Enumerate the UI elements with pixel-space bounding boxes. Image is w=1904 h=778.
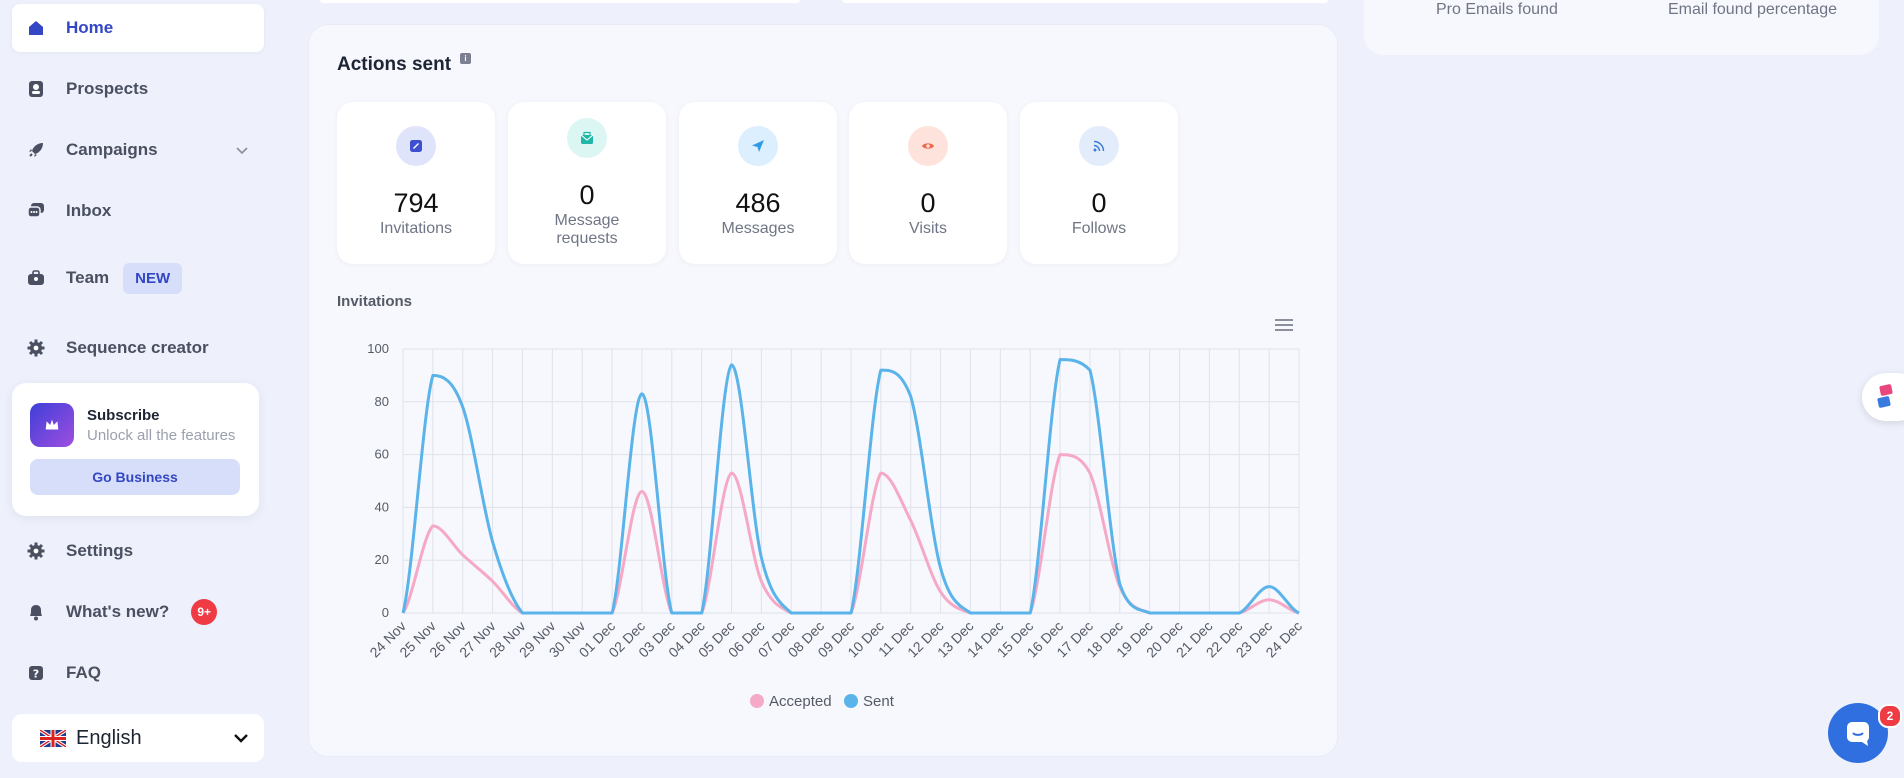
go-business-button[interactable]: Go Business (30, 459, 240, 495)
prospects-icon (26, 79, 46, 99)
question-icon: ? (26, 663, 46, 683)
y-tick-label: 20 (375, 552, 389, 567)
sidebar-item-label: Prospects (66, 79, 149, 98)
legend-marker-sent (844, 694, 858, 708)
stat-card-messages: 486 Messages (679, 102, 837, 264)
sidebar-item-label: Team (66, 268, 110, 287)
y-tick-label: 0 (382, 605, 389, 620)
team-icon (26, 268, 46, 288)
stat-label: Message requests (554, 212, 620, 247)
stat-label: Visits (909, 220, 947, 237)
chart-menu-icon[interactable] (1275, 319, 1293, 333)
send-icon (738, 126, 778, 166)
notification-badge: 9+ (191, 599, 218, 625)
top-card-edge (842, 0, 1328, 3)
sidebar-item-label: Sequence creator (66, 338, 209, 357)
new-badge: NEW (123, 262, 183, 294)
stat-value: 0 (920, 188, 936, 218)
gear-icon (26, 338, 46, 358)
stat-card-follows: 0 Follows (1020, 102, 1178, 264)
subscribe-card: Subscribe Unlock all the features Go Bus… (12, 383, 259, 516)
y-tick-label: 60 (375, 447, 389, 462)
chat-icon (1847, 722, 1869, 746)
home-icon (26, 18, 46, 38)
stat-label: Messages (721, 220, 795, 237)
uk-flag-icon (40, 729, 66, 747)
stat-label: Invitations (379, 220, 453, 237)
legend-label: Accepted (769, 693, 832, 710)
sidebar-item-team[interactable]: Team NEW (12, 254, 264, 302)
info-icon[interactable]: i (460, 53, 471, 64)
stat-card-message-requests: 0 Message requests (508, 102, 666, 264)
stat-value: 486 (735, 188, 781, 218)
sidebar-item-faq[interactable]: ? FAQ (12, 649, 264, 697)
top-card-edge (320, 0, 800, 3)
sidebar-item-label: Home (66, 18, 114, 37)
sidebar-item-settings[interactable]: Settings (12, 527, 264, 575)
extension-logo-icon (1877, 384, 1893, 408)
sidebar-item-label: What's new? (66, 602, 170, 621)
y-tick-label: 40 (375, 499, 389, 514)
envelope-icon (567, 118, 607, 158)
pro-emails-label: Pro Emails found (1436, 1, 1558, 18)
chat-badge: 2 (1878, 704, 1902, 728)
chart-title: Invitations (337, 293, 413, 310)
crown-icon (30, 403, 74, 447)
svg-text:?: ? (33, 668, 39, 681)
legend-label: Sent (863, 693, 895, 710)
y-tick-label: 100 (367, 341, 389, 356)
stat-value: 0 (579, 180, 595, 210)
sidebar-item-campaigns[interactable]: Campaigns (12, 126, 264, 174)
legend-marker-accepted (750, 694, 764, 708)
card-title: Actions sent (337, 54, 452, 75)
subscribe-description: Unlock all the features (87, 427, 236, 444)
sidebar-item-sequence-creator[interactable]: Sequence creator (12, 324, 264, 372)
sidebar: Home Prospects Campaigns Inbox Team NEW … (0, 0, 280, 778)
language-select[interactable]: English (12, 714, 264, 762)
rss-icon (1079, 126, 1119, 166)
chevron-down-icon (234, 734, 248, 743)
email-percentage-label: Email found percentage (1668, 1, 1837, 18)
chevron-down-icon[interactable] (234, 142, 250, 158)
email-stats-card: Pro Emails found Email found percentage (1364, 0, 1879, 55)
sidebar-item-label: Settings (66, 541, 134, 560)
subscribe-title: Subscribe (87, 407, 160, 424)
extension-widget[interactable] (1862, 373, 1904, 421)
stat-card-visits: 0 Visits (849, 102, 1007, 264)
sidebar-item-label: FAQ (66, 663, 101, 682)
eye-icon (908, 126, 948, 166)
sidebar-item-home[interactable]: Home (12, 4, 264, 52)
language-label: English (76, 726, 142, 749)
stat-value: 0 (1091, 188, 1107, 218)
y-tick-label: 80 (375, 394, 389, 409)
actions-sent-card: Actions sent i 794 Invitations 0 Message… (308, 24, 1338, 757)
series-line-sent (401, 358, 1300, 615)
link-icon (396, 126, 436, 166)
sidebar-item-label: Campaigns (66, 140, 158, 159)
bell-icon (26, 602, 46, 622)
stat-value: 794 (393, 188, 439, 218)
chat-bubbles-icon (26, 201, 46, 221)
sidebar-item-label: Inbox (66, 201, 112, 220)
sidebar-item-prospects[interactable]: Prospects (12, 65, 264, 113)
sidebar-item-inbox[interactable]: Inbox (12, 187, 264, 235)
rocket-icon (26, 140, 46, 160)
sidebar-item-whats-new[interactable]: What's new? 9+ (12, 588, 264, 636)
stat-card-invitations: 794 Invitations (337, 102, 495, 264)
stat-label: Follows (1071, 220, 1127, 237)
gear-icon (26, 541, 46, 561)
